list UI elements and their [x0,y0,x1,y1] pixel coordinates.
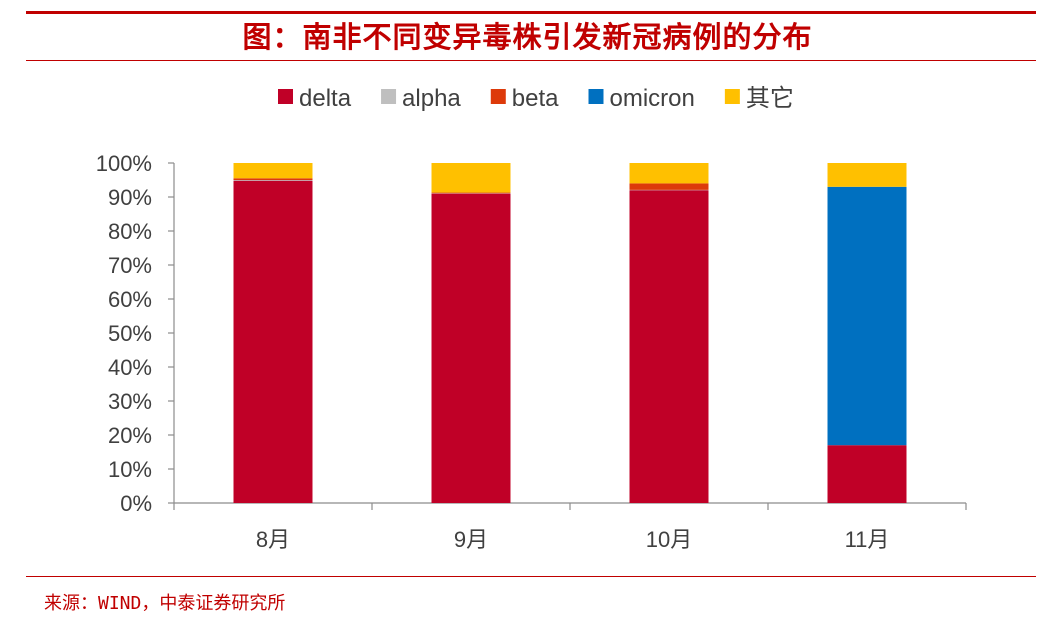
bar-omicron-4 [827,186,907,446]
y-tick-label: 40% [108,355,152,380]
bar-其它-2 [431,163,511,193]
y-tick-label: 10% [108,457,152,482]
bar-其它-3 [629,163,709,184]
bar-beta-2 [431,192,511,194]
x-tick-label: 10月 [646,527,692,552]
y-tick-label: 20% [108,423,152,448]
y-tick-label: 80% [108,219,152,244]
y-tick-label: 100% [96,151,152,176]
bar-delta-1 [233,180,313,503]
y-tick-label: 30% [108,389,152,414]
chart-title: 图：南非不同变异毒株引发新冠病例的分布 [242,20,813,54]
bar-delta-2 [431,193,511,503]
y-tick-label: 90% [108,185,152,210]
bar-beta-1 [233,178,313,180]
top-rule [26,11,1036,14]
legend-swatch-其它 [724,89,740,104]
y-tick-label: 60% [108,287,152,312]
legend-label-alpha: alpha [402,85,461,112]
bar-其它-4 [827,163,907,187]
title-underline [26,60,1036,61]
legend-label-其它: 其它 [746,85,794,112]
legend-label-omicron: omicron [610,85,695,112]
bar-alpha-1 [233,180,313,181]
legend-swatch-beta [490,89,506,104]
legend-label-delta: delta [299,85,352,112]
bar-delta-3 [629,190,709,503]
y-tick-label: 50% [108,321,152,346]
legend-swatch-delta [278,89,293,104]
bar-其它-1 [233,163,313,179]
legend-swatch-omicron [588,89,604,104]
y-tick-label: 70% [108,253,152,278]
bar-delta-4 [827,445,907,503]
x-tick-label: 9月 [454,527,488,552]
bottom-rule [26,576,1036,577]
legend-swatch-alpha [381,89,397,104]
bar-beta-3 [629,183,709,190]
source-note: 来源：WIND，中泰证券研究所 [44,593,286,614]
y-tick-label: 0% [120,491,152,516]
legend-label-beta: beta [512,85,559,112]
x-tick-label: 8月 [256,527,290,552]
x-tick-label: 11月 [845,527,890,552]
